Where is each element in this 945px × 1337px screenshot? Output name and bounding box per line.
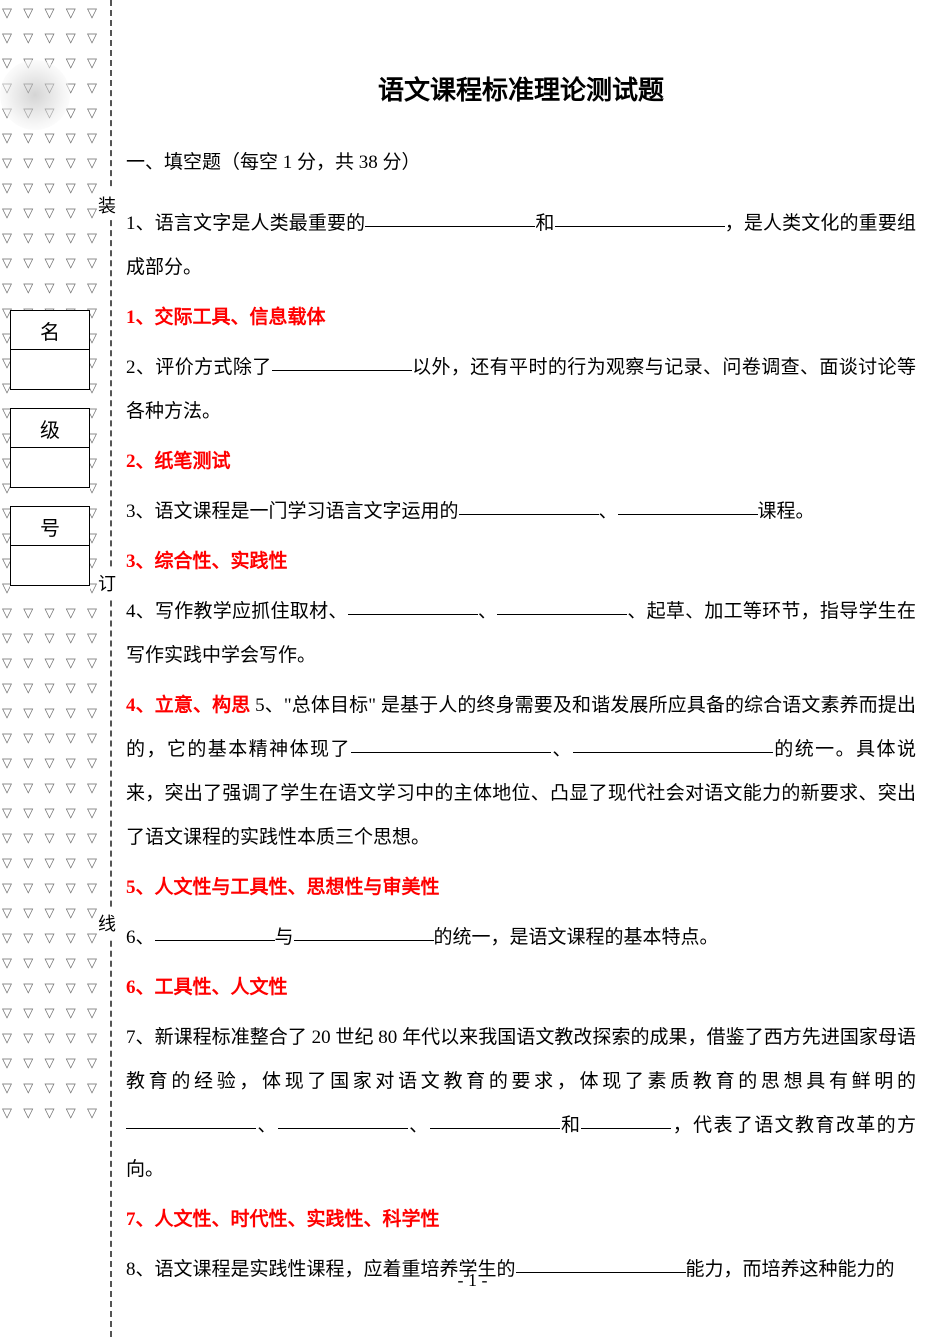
bind-mark-top: 装 — [98, 190, 116, 220]
question-6: 6、 与 的统一，是语文课程的基本特点。 — [126, 916, 916, 960]
page-title: 语文课程标准理论测试题 — [126, 70, 916, 107]
q7-blank2[interactable] — [278, 1110, 408, 1129]
bind-mark-bottom: 线 — [98, 908, 116, 938]
q7-sep3: 和 — [560, 1115, 582, 1136]
q4-pre: 4、写作教学应抓住取材、 — [126, 601, 348, 622]
q4-mid: 、 — [478, 601, 498, 622]
q2-pre: 2、评价方式除了 — [126, 357, 272, 378]
question-3: 3、语文课程是一门学习语言文字运用的 、 课程。 — [126, 490, 916, 534]
question-7: 7、新课程标准整合了 20 世纪 80 年代以来我国语文教改探索的成果，借鉴了西… — [126, 1016, 916, 1192]
answer-1: 1、交际工具、信息载体 — [126, 296, 916, 340]
q7-sep2: 、 — [408, 1115, 430, 1136]
student-info-column: 名 级 号 — [10, 310, 90, 604]
page-number: - 1 - — [0, 1270, 945, 1291]
answer-2: 2、纸笔测试 — [126, 440, 916, 484]
answer-5: 5、人文性与工具性、思想性与审美性 — [126, 866, 916, 910]
blank-class[interactable] — [10, 448, 90, 488]
q3-blank1[interactable] — [459, 496, 599, 515]
q4-blank1[interactable] — [348, 596, 478, 615]
answer-6: 6、工具性、人文性 — [126, 966, 916, 1010]
q7-blank1[interactable] — [126, 1110, 256, 1129]
q1-blank1[interactable] — [365, 208, 535, 227]
left-gutter: ▽ ▽ ▽ ▽ ▽▽ ▽ ▽ ▽ ▽▽ ▽ ▽ ▽ ▽▽ ▽ ▽ ▽ ▽▽ ▽ … — [0, 0, 100, 1337]
main-content: 语文课程标准理论测试题 一、填空题（每空 1 分，共 38 分） 1、语言文字是… — [126, 70, 916, 1298]
question-1: 1、语言文字是人类最重要的和，是人类文化的重要组成部分。 — [126, 202, 916, 290]
blank-name[interactable] — [10, 350, 90, 390]
q6-mid: 与 — [275, 927, 294, 948]
label-class: 级 — [10, 408, 90, 448]
section-heading: 一、填空题（每空 1 分，共 38 分） — [126, 147, 916, 174]
q7-blank4[interactable] — [581, 1110, 671, 1129]
question-4: 4、写作教学应抓住取材、、、起草、加工等环节，指导学生在写作实践中学会写作。 — [126, 590, 916, 678]
q6-blank2[interactable] — [294, 922, 434, 941]
q6-post: 的统一，是语文课程的基本特点。 — [434, 927, 719, 948]
q2-blank1[interactable] — [272, 352, 412, 371]
q6-blank1[interactable] — [155, 922, 275, 941]
answer-4: 4、立意、构思 — [126, 695, 250, 716]
q1-mid: 和 — [535, 213, 554, 234]
bind-mark-mid: 订 — [98, 568, 116, 598]
label-name: 名 — [10, 310, 90, 350]
q3-pre: 3、语文课程是一门学习语言文字运用的 — [126, 501, 459, 522]
answer-3: 3、综合性、实践性 — [126, 540, 916, 584]
label-number: 号 — [10, 506, 90, 546]
q5-mid: 、 — [551, 739, 573, 760]
question-2: 2、评价方式除了以外，还有平时的行为观察与记录、问卷调查、面谈讨论等各种方法。 — [126, 346, 916, 434]
q5-blank2[interactable] — [573, 734, 773, 753]
q5-blank1[interactable] — [351, 734, 551, 753]
q6-pre: 6、 — [126, 927, 155, 948]
question-5: 4、立意、构思 5、"总体目标" 是基于人的终身需要及和谐发展所应具备的综合语文… — [126, 684, 916, 860]
q1-pre: 1、语言文字是人类最重要的 — [126, 213, 365, 234]
q7-sep1: 、 — [256, 1115, 278, 1136]
q3-post: 课程。 — [758, 501, 815, 522]
blank-number[interactable] — [10, 546, 90, 586]
q7-blank3[interactable] — [430, 1110, 560, 1129]
q3-mid: 、 — [599, 501, 618, 522]
q7-pre: 7、新课程标准整合了 20 世纪 80 年代以来我国语文教改探索的成果，借鉴了西… — [126, 1027, 916, 1092]
q4-blank2[interactable] — [497, 596, 627, 615]
answer-7: 7、人文性、时代性、实践性、科学性 — [126, 1198, 916, 1242]
q3-blank2[interactable] — [618, 496, 758, 515]
q1-blank2[interactable] — [555, 208, 725, 227]
seal-watermark — [0, 60, 70, 130]
